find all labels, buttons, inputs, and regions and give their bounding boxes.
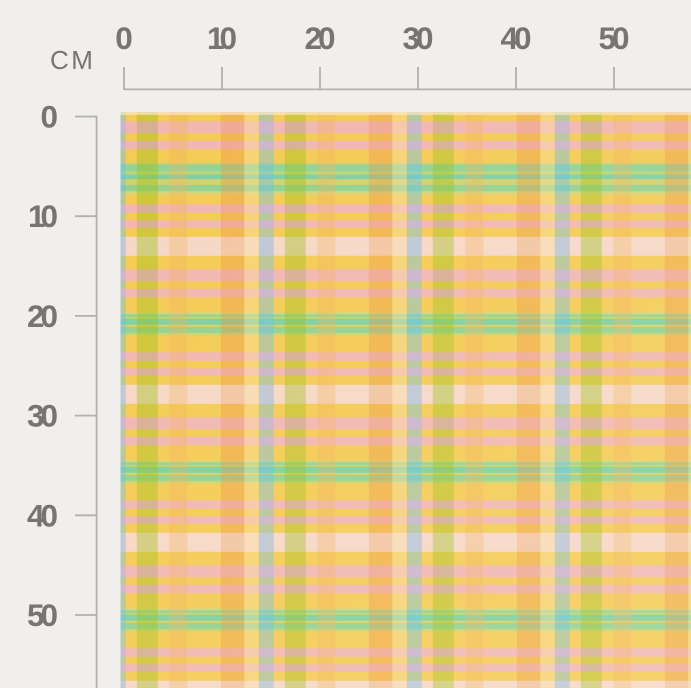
svg-text:50: 50 xyxy=(27,597,58,633)
svg-text:10: 10 xyxy=(207,20,237,56)
svg-text:30: 30 xyxy=(403,20,434,56)
svg-text:0: 0 xyxy=(40,99,58,135)
svg-text:CM: CM xyxy=(50,45,95,75)
svg-text:40: 40 xyxy=(27,497,58,533)
svg-text:20: 20 xyxy=(27,298,58,334)
svg-text:0: 0 xyxy=(115,20,133,56)
svg-text:30: 30 xyxy=(27,398,58,434)
svg-text:50: 50 xyxy=(599,20,630,56)
svg-text:10: 10 xyxy=(28,198,58,234)
svg-text:40: 40 xyxy=(501,20,532,56)
svg-text:20: 20 xyxy=(305,20,336,56)
